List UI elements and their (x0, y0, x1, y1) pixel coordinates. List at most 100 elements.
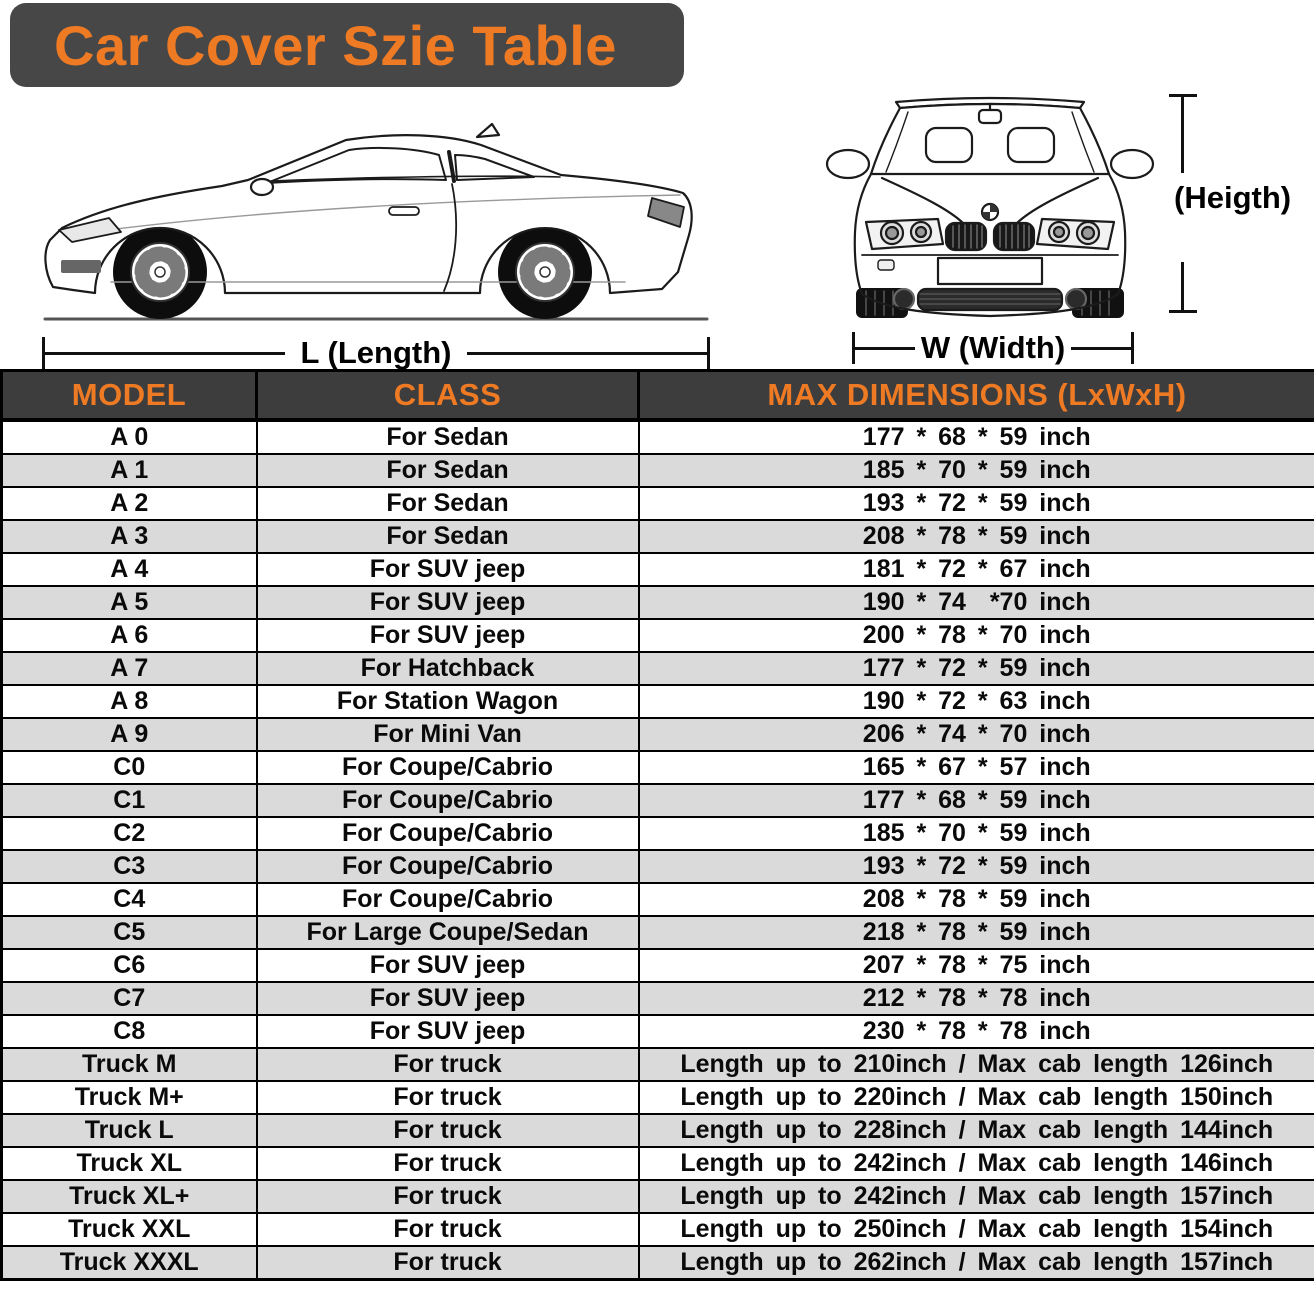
class-cell: For Sedan (255, 486, 640, 521)
class-cell: For Sedan (255, 419, 640, 455)
class-cell: For SUV jeep (255, 585, 640, 620)
dimension-line (855, 346, 915, 350)
dimension-line (1181, 262, 1184, 310)
dimension-line (1071, 346, 1132, 350)
dimension-tick (1131, 332, 1135, 364)
class-cell: For Coupe/Cabrio (255, 882, 640, 917)
class-cell: For Coupe/Cabrio (255, 783, 640, 818)
table-row: C7 For SUV jeep 212 * 78 * 78 inch (0, 981, 1314, 1016)
class-cell: For truck (255, 1047, 640, 1082)
dimensions-cell: 185 * 70 * 59 inch (637, 453, 1314, 488)
table-row: Truck XL For truck Length up to 242inch / … (0, 1146, 1314, 1181)
table-row: C2 For Coupe/Cabrio 185 * 70 * 59 inch (0, 816, 1314, 851)
class-cell: For truck (255, 1113, 640, 1148)
car-front-view-illustration (825, 96, 1155, 318)
model-cell: A 5 (0, 585, 258, 620)
dimension-tick (852, 332, 855, 364)
table-row: A 4 For SUV jeep 181 * 72 * 67 inch (0, 552, 1314, 587)
class-cell: For Coupe/Cabrio (255, 849, 640, 884)
class-cell: For truck (255, 1245, 640, 1281)
table-row: Truck XL+ For truck Length up to 242inch /… (0, 1179, 1314, 1214)
model-cell: A 0 (0, 419, 258, 455)
table-row: C0 For Coupe/Cabrio 165 * 67 * 57 inch (0, 750, 1314, 785)
table-row: A 6 For SUV jeep 200 * 78 * 70 inch (0, 618, 1314, 653)
model-cell: C5 (0, 915, 258, 950)
table-row: C4 For Coupe/Cabrio 208 * 78 * 59 inch (0, 882, 1314, 917)
dimensions-cell: 185 * 70 * 59 inch (637, 816, 1314, 851)
dimensions-cell: 193 * 72 * 59 inch (637, 486, 1314, 521)
table-row: C3 For Coupe/Cabrio 193 * 72 * 59 inch (0, 849, 1314, 884)
header-row: MODEL CLASS MAX DIMENSIONS (LxWxH) (0, 369, 1314, 422)
class-cell: For truck (255, 1212, 640, 1247)
dimensions-cell: 208 * 78 * 59 inch (637, 519, 1314, 554)
height-label: (Heigth) (1174, 180, 1292, 215)
class-cell: For Large Coupe/Sedan (255, 915, 640, 950)
dimensions-cell: 177 * 68 * 59 inch (637, 419, 1314, 455)
width-dimension-line: W (Width) (852, 332, 1135, 364)
size-table: MODEL CLASS MAX DIMENSIONS (LxWxH) A 0 Fo… (0, 369, 1314, 1281)
dimensions-cell: Length up to 250inch / Max cab length 15… (637, 1212, 1314, 1247)
table-row: A 7 For Hatchback 177 * 72 * 59 inch (0, 651, 1314, 686)
table-row: A 5 For SUV jeep 190 * 74 *70 inch (0, 585, 1314, 620)
class-cell: For Station Wagon (255, 684, 640, 719)
size-table-header: MODEL CLASS MAX DIMENSIONS (LxWxH) (0, 369, 1314, 422)
model-cell: A 9 (0, 717, 258, 752)
model-cell: C0 (0, 750, 258, 785)
class-cell: For truck (255, 1080, 640, 1115)
class-cell: For Coupe/Cabrio (255, 750, 640, 785)
page-title: Car Cover Szie Table (54, 13, 617, 77)
dimensions-cell: Length up to 242inch / Max cab length 14… (637, 1146, 1314, 1181)
column-header-class: CLASS (255, 369, 640, 422)
model-cell: C1 (0, 783, 258, 818)
model-cell: A 2 (0, 486, 258, 521)
model-cell: Truck L (0, 1113, 258, 1148)
dimensions-cell: 190 * 72 * 63 inch (637, 684, 1314, 719)
table-row: Truck M For truck Length up to 210inch / M… (0, 1047, 1314, 1082)
dimension-tick (707, 337, 711, 369)
model-cell: A 6 (0, 618, 258, 653)
table-row: A 1 For Sedan 185 * 70 * 59 inch (0, 453, 1314, 488)
class-cell: For truck (255, 1146, 640, 1181)
table-row: A 2 For Sedan 193 * 72 * 59 inch (0, 486, 1314, 521)
height-dimension-line (1169, 94, 1197, 313)
model-cell: C3 (0, 849, 258, 884)
dimension-tick (1169, 310, 1197, 313)
dimension-line (1181, 97, 1184, 173)
model-cell: C7 (0, 981, 258, 1016)
table-row: Truck M+ For truck Length up to 220inch / … (0, 1080, 1314, 1115)
dimensions-cell: 193 * 72 * 59 inch (637, 849, 1314, 884)
length-label: L (Length) (300, 335, 452, 370)
model-cell: Truck XXL (0, 1212, 258, 1247)
size-table-body: A 0 For Sedan 177 * 68 * 59 inch A 1 For Sed… (0, 419, 1314, 1281)
model-cell: C8 (0, 1014, 258, 1049)
column-header-model: MODEL (0, 369, 258, 422)
dimensions-cell: 177 * 72 * 59 inch (637, 651, 1314, 686)
dimension-line (45, 351, 285, 355)
dimension-tick (42, 337, 45, 369)
dimensions-cell: 190 * 74 *70 inch (637, 585, 1314, 620)
dimension-line (467, 351, 708, 355)
dimensions-cell: 208 * 78 * 59 inch (637, 882, 1314, 917)
title-bar: Car Cover Szie Table (10, 3, 684, 87)
dimensions-cell: 200 * 78 * 70 inch (637, 618, 1314, 653)
model-cell: Truck M (0, 1047, 258, 1082)
class-cell: For Sedan (255, 453, 640, 488)
class-cell: For Coupe/Cabrio (255, 816, 640, 851)
model-cell: C6 (0, 948, 258, 983)
dimensions-cell: 177 * 68 * 59 inch (637, 783, 1314, 818)
dimensions-cell: 212 * 78 * 78 inch (637, 981, 1314, 1016)
table-row: C5 For Large Coupe/Sedan 218 * 78 * 59 inc… (0, 915, 1314, 950)
model-cell: A 1 (0, 453, 258, 488)
table-row: C1 For Coupe/Cabrio 177 * 68 * 59 inch (0, 783, 1314, 818)
class-cell: For Sedan (255, 519, 640, 554)
table-row: Truck XXXL For truck Length up to 262inch … (0, 1245, 1314, 1281)
dimensions-cell: Length up to 242inch / Max cab length 15… (637, 1179, 1314, 1214)
model-cell: A 7 (0, 651, 258, 686)
dimensions-cell: 165 * 67 * 57 inch (637, 750, 1314, 785)
model-cell: A 8 (0, 684, 258, 719)
class-cell: For Mini Van (255, 717, 640, 752)
class-cell: For SUV jeep (255, 948, 640, 983)
class-cell: For SUV jeep (255, 981, 640, 1016)
class-cell: For truck (255, 1179, 640, 1214)
dimensions-cell: Length up to 262inch / Max cab length 15… (637, 1245, 1314, 1281)
